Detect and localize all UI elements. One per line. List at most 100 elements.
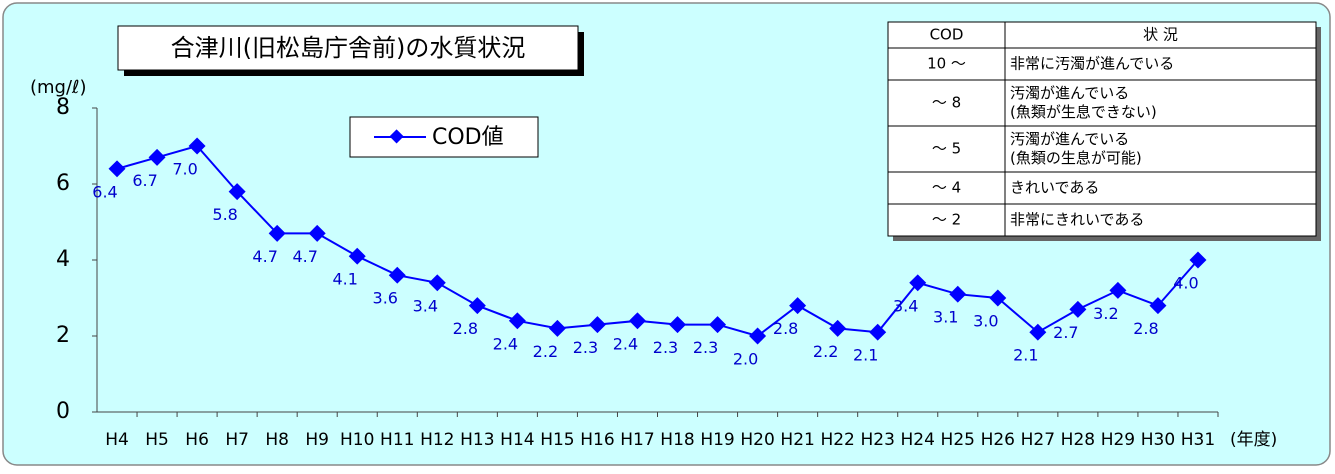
data-label: 6.4 — [92, 182, 117, 201]
data-label: 3.1 — [933, 308, 958, 327]
table-cell: 非常にきれいである — [1010, 211, 1144, 229]
table-header: COD — [930, 26, 964, 44]
x-tick-label: H30 — [1141, 430, 1175, 450]
data-label: 2.2 — [813, 342, 838, 361]
data-point — [268, 224, 286, 242]
x-tick-label: H16 — [580, 430, 614, 450]
x-tick-label: H28 — [1061, 430, 1095, 450]
data-point — [909, 274, 927, 292]
x-tick-label: H31 — [1181, 430, 1215, 450]
data-label: 2.2 — [533, 342, 558, 361]
data-label: 2.8 — [773, 319, 798, 338]
table-cell: (魚類の生息が可能) — [1010, 149, 1142, 167]
table-cell: 〜 2 — [932, 211, 961, 229]
legend-marker — [389, 129, 404, 144]
data-label: 2.4 — [613, 334, 638, 353]
x-tick-label: H5 — [145, 430, 169, 450]
table-header: 状 況 — [1143, 26, 1178, 44]
data-label: 2.7 — [1053, 323, 1078, 342]
table-frame — [887, 21, 1317, 237]
x-tick-label: H12 — [420, 430, 454, 450]
data-label: 2.1 — [853, 346, 878, 365]
data-label: 2.1 — [1013, 346, 1038, 365]
data-label: 7.0 — [172, 160, 197, 179]
data-label: 3.0 — [973, 312, 998, 331]
data-point — [829, 319, 847, 337]
x-tick-label: H24 — [901, 430, 935, 450]
legend-label: COD値 — [432, 125, 504, 150]
data-point — [548, 319, 566, 337]
data-point — [188, 137, 206, 155]
data-label: 2.8 — [453, 319, 478, 338]
data-point — [308, 224, 326, 242]
data-point — [508, 312, 526, 330]
x-tick-label: H4 — [105, 430, 129, 450]
series-line — [116, 144, 1199, 338]
x-tick-label: H14 — [500, 430, 534, 450]
data-point — [989, 289, 1007, 307]
data-point — [348, 247, 366, 265]
table-cell: 〜 5 — [932, 140, 961, 158]
data-point — [628, 312, 646, 330]
table-cell: 〜 8 — [932, 94, 961, 112]
x-tick-label: H10 — [340, 430, 374, 450]
x-tick-label: H9 — [305, 430, 329, 450]
data-point — [749, 327, 767, 345]
data-label: 2.3 — [573, 338, 598, 357]
data-label: 4.0 — [1173, 274, 1198, 293]
data-label: 4.7 — [252, 247, 277, 266]
x-tick-label: H8 — [265, 430, 289, 450]
chart-title: 合津川(旧松島庁舎前)の水質状況 — [171, 34, 526, 62]
title-box — [117, 25, 579, 71]
x-tick-label: H17 — [620, 430, 654, 450]
data-point — [869, 323, 887, 341]
data-label: 4.7 — [292, 247, 317, 266]
x-tick-label: H23 — [860, 430, 894, 450]
x-tick-label: H15 — [540, 430, 574, 450]
x-tick-label: H18 — [660, 430, 694, 450]
data-label: 5.8 — [212, 205, 237, 224]
data-point — [789, 297, 807, 315]
x-tick-label: H27 — [1021, 430, 1055, 450]
data-label: 2.0 — [733, 350, 758, 369]
data-point — [709, 316, 727, 334]
data-label: 6.7 — [132, 171, 157, 190]
data-label: 2.4 — [493, 334, 518, 353]
x-tick-label: H21 — [780, 430, 814, 450]
x-tick-label: H6 — [185, 430, 209, 450]
table-cell: 10 〜 — [927, 55, 966, 73]
data-label: 3.6 — [373, 289, 398, 308]
x-axis-label: (年度) — [1230, 430, 1277, 450]
x-tick-label: H22 — [820, 430, 854, 450]
table-cell: きれいである — [1010, 179, 1099, 197]
legend-table: COD 状 況10 〜非常に汚濁が進んでいる〜 8汚濁が進んでいる(魚類が生息でき… — [887, 21, 1321, 241]
x-tick-label: H29 — [1101, 430, 1135, 450]
x-tick-label: H11 — [380, 430, 414, 450]
table-cell: (魚類が生息できない) — [1010, 103, 1157, 121]
y-tick-label: 0 — [56, 399, 70, 424]
data-point — [228, 183, 246, 201]
data-label: 2.3 — [653, 338, 678, 357]
data-point — [669, 316, 687, 334]
data-point — [108, 160, 126, 178]
x-tick-label: H13 — [460, 430, 494, 450]
y-tick-label: 4 — [56, 247, 70, 272]
data-label: 2.8 — [1133, 319, 1158, 338]
data-point — [468, 297, 486, 315]
table-cell: 汚濁が進んでいる — [1010, 130, 1129, 148]
y-axis-label: (mg/ℓ) — [30, 77, 87, 98]
data-point — [388, 266, 406, 284]
y-tick-label: 8 — [56, 95, 70, 120]
data-label: 3.2 — [1093, 304, 1118, 323]
table-cell: 汚濁が進んでいる — [1010, 84, 1129, 102]
x-tick-label: H19 — [700, 430, 734, 450]
data-label: 3.4 — [893, 296, 918, 315]
data-point — [588, 316, 606, 334]
x-tick-label: H20 — [740, 430, 774, 450]
data-point — [949, 285, 967, 303]
x-tick-label: H25 — [941, 430, 975, 450]
y-tick-label: 6 — [56, 171, 70, 196]
data-label: 4.1 — [333, 270, 358, 289]
x-tick-label: H7 — [225, 430, 249, 450]
